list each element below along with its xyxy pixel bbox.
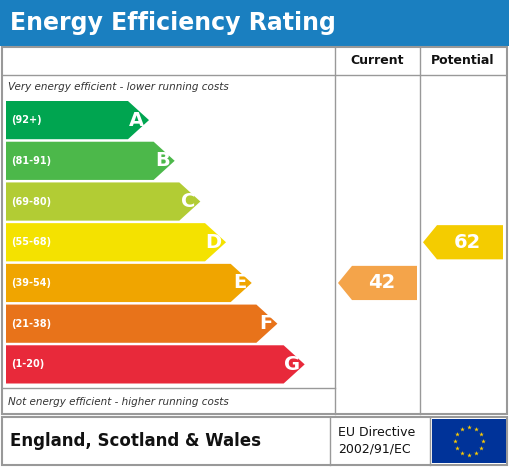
- Text: F: F: [259, 314, 272, 333]
- Polygon shape: [6, 304, 277, 343]
- Bar: [2, 47, 507, 414]
- Polygon shape: [423, 225, 503, 259]
- Polygon shape: [6, 223, 226, 262]
- Text: EU Directive
2002/91/EC: EU Directive 2002/91/EC: [338, 426, 415, 456]
- Text: A: A: [129, 111, 144, 130]
- Text: Very energy efficient - lower running costs: Very energy efficient - lower running co…: [8, 82, 229, 92]
- Text: Energy Efficiency Rating: Energy Efficiency Rating: [10, 11, 336, 35]
- Text: (39-54): (39-54): [11, 278, 51, 288]
- Polygon shape: [6, 101, 149, 139]
- Text: B: B: [155, 151, 169, 170]
- Text: (55-68): (55-68): [11, 237, 51, 247]
- Text: (69-80): (69-80): [11, 197, 51, 206]
- Bar: [2, 417, 507, 465]
- Text: (92+): (92+): [11, 115, 42, 125]
- Polygon shape: [6, 142, 175, 180]
- Text: Not energy efficient - higher running costs: Not energy efficient - higher running co…: [8, 397, 229, 407]
- Polygon shape: [6, 264, 252, 302]
- Text: Current: Current: [351, 55, 404, 68]
- Text: G: G: [284, 355, 300, 374]
- Text: E: E: [234, 274, 247, 292]
- Polygon shape: [338, 266, 417, 300]
- Text: C: C: [181, 192, 195, 211]
- Text: D: D: [205, 233, 221, 252]
- Text: 42: 42: [368, 274, 395, 292]
- Text: England, Scotland & Wales: England, Scotland & Wales: [10, 432, 261, 450]
- Text: (1-20): (1-20): [11, 360, 44, 369]
- Text: Potential: Potential: [431, 55, 495, 68]
- Bar: [0, 0, 509, 46]
- Bar: [432, 419, 506, 463]
- Text: (81-91): (81-91): [11, 156, 51, 166]
- Polygon shape: [6, 183, 201, 220]
- Polygon shape: [6, 345, 305, 383]
- Text: 62: 62: [454, 233, 480, 252]
- Text: (21-38): (21-38): [11, 318, 51, 329]
